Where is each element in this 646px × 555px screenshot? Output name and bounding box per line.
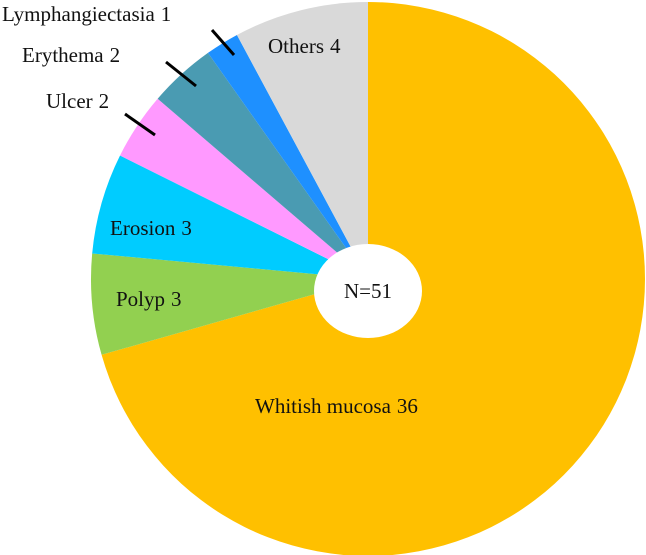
slice-label: Erosion 3	[110, 216, 192, 240]
pie-slice	[120, 98, 369, 279]
leader-line	[165, 60, 197, 88]
slice-label: Erythema 2	[22, 43, 120, 67]
slice-category: Whitish mucosa	[255, 394, 392, 418]
slice-value: 2	[110, 43, 121, 67]
slice-value: 3	[181, 216, 192, 240]
slice-label: Lymphangiectasia 1	[2, 2, 171, 26]
slice-category: Polyp	[116, 287, 165, 311]
pie-slice	[90, 253, 368, 355]
slice-label: Whitish mucosa 36	[255, 394, 418, 418]
pie-slice	[207, 34, 368, 279]
slice-value: 4	[330, 34, 341, 58]
slice-category: Others	[268, 34, 324, 58]
slice-value: 36	[397, 394, 418, 418]
leader-line	[210, 29, 236, 56]
slice-category: Ulcer	[46, 89, 93, 113]
slice-value: 2	[99, 89, 110, 113]
slice-category: Lymphangiectasia	[2, 2, 155, 26]
center-hole	[314, 244, 422, 338]
slice-category: Erosion	[110, 216, 176, 240]
leader-line	[124, 112, 156, 137]
slice-value: 3	[171, 287, 182, 311]
pie-slice	[236, 2, 368, 279]
slice-label: Polyp 3	[116, 287, 182, 311]
pie-slice	[157, 52, 368, 280]
slice-category: Erythema	[22, 43, 104, 67]
pie-slice	[92, 155, 368, 279]
slice-value: 1	[161, 2, 172, 26]
slice-label: Others 4	[268, 34, 341, 58]
slice-label: Ulcer 2	[46, 89, 109, 113]
center-label: N=51	[344, 279, 392, 303]
